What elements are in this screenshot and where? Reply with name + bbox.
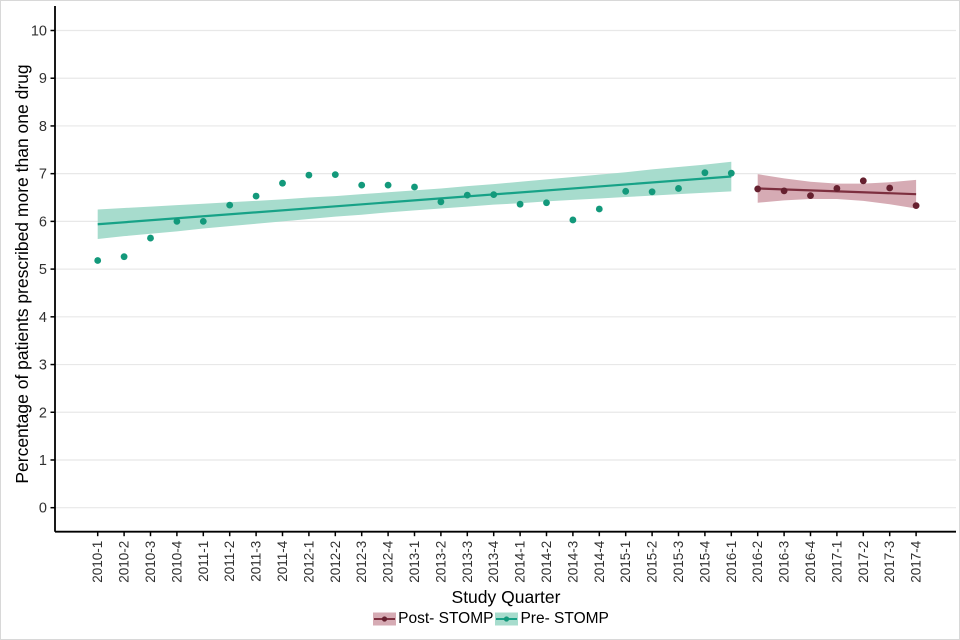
data-point (279, 179, 286, 187)
data-point (411, 183, 418, 191)
data-point (147, 234, 154, 242)
x-tick-label: 2014-3 (565, 541, 580, 583)
data-point (780, 187, 788, 195)
data-point (516, 200, 524, 208)
x-tick-label: 2010-1 (90, 541, 105, 583)
data-point (807, 192, 814, 200)
y-tick-label: 4 (39, 310, 47, 326)
x-tick-label: 2017-4 (909, 540, 924, 583)
x-tick-label: 2012-1 (301, 541, 316, 583)
data-point (384, 181, 392, 189)
x-tick-label: 2014-1 (513, 541, 528, 583)
data-point (331, 171, 339, 179)
x-tick-label: 2013-4 (486, 540, 501, 583)
legend: Post- STOMP Pre- STOMP (11, 610, 959, 628)
legend-key-post-stomp-icon (373, 612, 397, 626)
y-axis-title: Percentage of patients prescribed more t… (12, 64, 32, 484)
y-tick-label: 0 (39, 501, 47, 517)
legend-label-pre-stomp: Pre- STOMP (520, 610, 609, 627)
x-tick-label: 2011-3 (249, 541, 264, 582)
data-point (358, 181, 366, 189)
y-tick-label: 6 (39, 214, 47, 230)
x-tick-label: 2017-3 (882, 541, 897, 583)
data-point (437, 198, 445, 206)
x-tick-label: 2016-3 (777, 541, 792, 583)
x-tick-label: 2012-3 (354, 541, 369, 583)
data-point (754, 185, 762, 193)
data-point (912, 202, 920, 210)
data-point (305, 171, 313, 179)
data-point (886, 184, 894, 192)
x-tick-label: 2016-4 (803, 540, 818, 583)
x-tick-label: 2015-4 (697, 540, 712, 583)
chart-canvas: 0 1 2 3 4 5 6 7 8 9 10 2010-1 2010-2 2010-3 2010-4 2011… (31, 6, 956, 583)
x-tick-label: 2010-4 (169, 540, 184, 583)
x-tick-label: 2015-2 (645, 541, 660, 583)
x-tick-label: 2010-3 (143, 541, 158, 583)
y-tick-label: 7 (39, 167, 47, 183)
x-tick-label: 2012-2 (328, 541, 343, 583)
trend-line (97, 175, 732, 226)
data-point (648, 188, 656, 196)
y-tick-label: 5 (39, 262, 47, 278)
x-tick-label: 2011-4 (275, 540, 290, 582)
x-tick-label: 2014-4 (592, 540, 607, 583)
y-tick-label: 8 (39, 119, 47, 135)
x-tick-label: 2010-2 (117, 541, 132, 583)
y-tick-label: 3 (39, 358, 47, 374)
data-point (463, 191, 471, 199)
x-tick-label: 2016-1 (724, 541, 739, 583)
data-point (226, 201, 234, 209)
x-tick-label: 2011-2 (222, 541, 237, 582)
legend-item-pre-stomp: Pre- STOMP (495, 610, 609, 628)
x-axis-title: Study Quarter (451, 587, 561, 607)
x-tick-label: 2013-2 (433, 541, 448, 583)
data-point (120, 253, 128, 261)
x-tick-label: 2016-2 (750, 541, 765, 583)
legend-label-post-stomp: Post- STOMP (398, 610, 494, 627)
y-tick-label: 2 (39, 405, 47, 421)
data-point (859, 177, 867, 185)
data-point (569, 216, 577, 224)
data-point (252, 192, 260, 200)
data-point (199, 217, 207, 225)
y-tick-label: 1 (39, 453, 47, 469)
data-point (173, 217, 181, 225)
x-tick-label: 2017-1 (829, 541, 844, 583)
x-tick-label: 2012-4 (381, 540, 396, 583)
data-point (543, 199, 550, 207)
data-point (701, 169, 709, 177)
y-tick-label: 9 (39, 71, 47, 87)
legend-key-pre-stomp-icon (495, 612, 519, 626)
data-point (727, 169, 735, 177)
y-tick-label: 10 (31, 24, 47, 40)
x-tick-label: 2013-1 (407, 541, 422, 583)
x-tick-label: 2011-1 (196, 541, 211, 582)
x-tick-label: 2015-1 (618, 541, 633, 583)
data-point (622, 187, 630, 195)
legend-item-post-stomp: Post- STOMP (373, 610, 493, 628)
legend-swatch (373, 612, 397, 626)
x-tick-label: 2015-3 (671, 541, 686, 583)
x-tick-label: 2014-2 (539, 541, 554, 583)
x-tick-label: 2017-2 (856, 541, 871, 583)
x-tick-label: 2013-3 (460, 541, 475, 583)
legend-swatch (495, 612, 519, 626)
data-point (675, 185, 682, 192)
data-point (490, 191, 498, 199)
data-point (94, 257, 102, 264)
data-point (833, 185, 841, 192)
data-point (595, 205, 603, 213)
